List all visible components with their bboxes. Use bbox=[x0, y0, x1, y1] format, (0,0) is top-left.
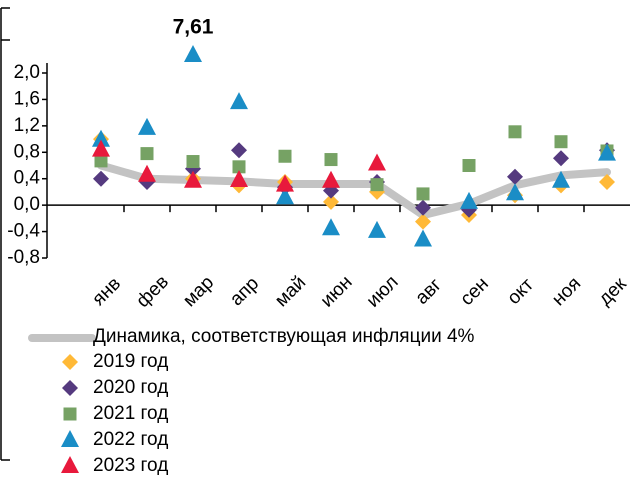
point bbox=[231, 142, 247, 159]
y-tick-label: 0,0 bbox=[14, 194, 40, 215]
legend-label: Динамика, соответствующая инфляции 4% bbox=[93, 326, 475, 347]
point bbox=[184, 170, 202, 188]
legend-label: 2019 год bbox=[93, 351, 168, 372]
x-tick-label: фев bbox=[132, 271, 173, 312]
point bbox=[94, 154, 108, 168]
point bbox=[322, 170, 340, 188]
legend-swatch bbox=[62, 354, 78, 370]
x-tick-label: янв bbox=[88, 273, 125, 310]
point bbox=[415, 199, 431, 216]
legend-label: 2022 год bbox=[93, 429, 168, 450]
value-label: 7,61 bbox=[173, 16, 214, 39]
point bbox=[368, 153, 386, 171]
legend-label: 2020 год bbox=[93, 377, 168, 398]
point bbox=[138, 117, 156, 135]
legend-label: 2021 год bbox=[93, 403, 168, 424]
point bbox=[416, 187, 430, 201]
x-tick-label: сен bbox=[456, 273, 492, 309]
legend-swatch bbox=[63, 407, 77, 421]
y-tick-label: 2,0 bbox=[14, 62, 40, 83]
point bbox=[553, 150, 569, 167]
y-tick-label: 1,2 bbox=[14, 115, 40, 136]
x-tick-label: мар bbox=[179, 272, 218, 311]
point bbox=[230, 170, 248, 188]
point bbox=[92, 139, 110, 157]
legend-swatch bbox=[62, 380, 78, 396]
x-tick-label: июл bbox=[363, 272, 403, 312]
point bbox=[507, 168, 523, 185]
point bbox=[554, 135, 568, 149]
point bbox=[462, 159, 476, 172]
point bbox=[460, 191, 478, 209]
y-tick-label: 0,8 bbox=[14, 141, 40, 162]
point bbox=[93, 170, 109, 187]
point bbox=[598, 143, 616, 161]
point bbox=[552, 170, 570, 188]
point bbox=[323, 193, 339, 210]
point bbox=[415, 213, 431, 230]
x-tick-label: ноя bbox=[548, 273, 585, 310]
point bbox=[138, 164, 156, 182]
point bbox=[322, 218, 340, 236]
x-tick-label: май bbox=[271, 272, 310, 311]
point bbox=[414, 229, 432, 247]
trend-line bbox=[97, 161, 611, 220]
point bbox=[140, 147, 154, 161]
x-tick-label: окт bbox=[503, 274, 538, 309]
point bbox=[232, 160, 246, 174]
x-tick-label: авг bbox=[411, 274, 445, 308]
point bbox=[186, 155, 200, 169]
legend-swatch bbox=[61, 430, 79, 447]
x-tick-label: июн bbox=[317, 272, 357, 312]
point bbox=[368, 220, 386, 238]
x-tick-label: дек bbox=[595, 273, 632, 310]
point bbox=[230, 92, 248, 110]
point bbox=[370, 178, 384, 192]
point bbox=[92, 129, 110, 147]
frame bbox=[0, 7, 10, 461]
point bbox=[508, 125, 522, 139]
point bbox=[324, 153, 338, 167]
point bbox=[278, 149, 292, 163]
y-tick-label: 0,4 bbox=[14, 168, 41, 189]
point bbox=[506, 183, 524, 201]
y-tick-label: -0,8 bbox=[7, 247, 40, 268]
legend-swatch bbox=[61, 456, 79, 473]
point bbox=[599, 174, 615, 191]
legend-label: 2023 год bbox=[93, 455, 168, 476]
y-tick-label: -0,4 bbox=[7, 221, 40, 242]
point bbox=[276, 187, 294, 205]
point bbox=[276, 174, 294, 192]
point bbox=[184, 45, 202, 62]
y-tick-label: 1,6 bbox=[14, 88, 40, 109]
x-tick-label: апр bbox=[226, 273, 263, 310]
